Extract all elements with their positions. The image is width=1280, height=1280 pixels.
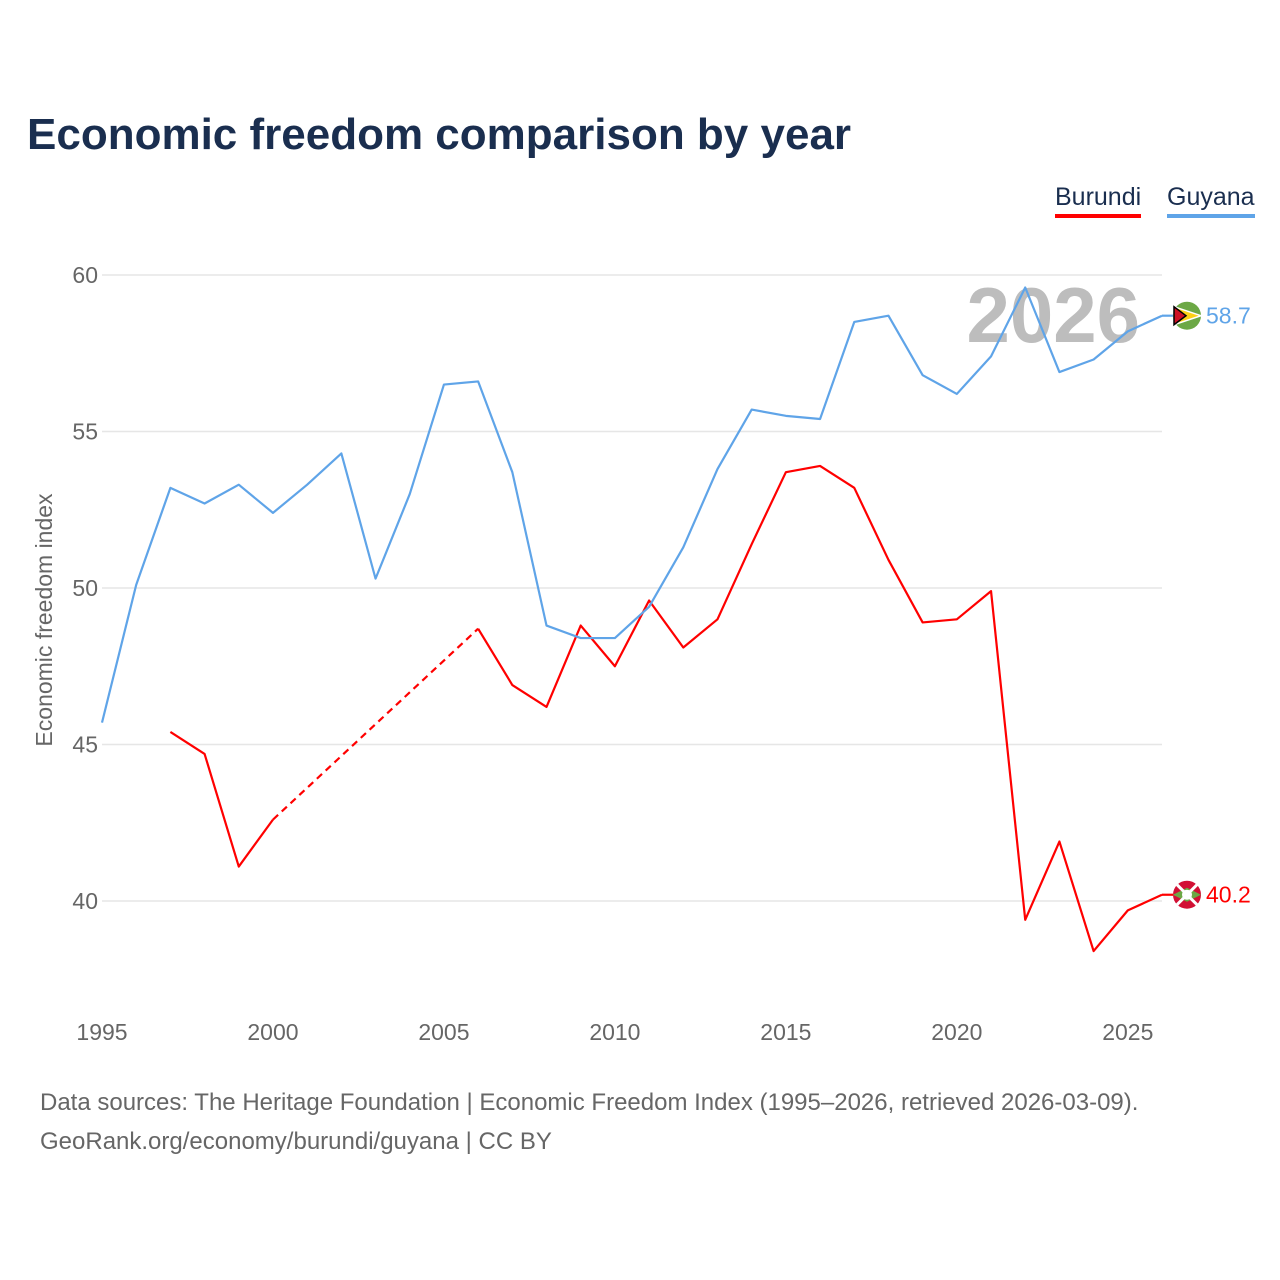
chart-title: Economic freedom comparison by year [27, 110, 852, 159]
year-watermark: 2026 [966, 271, 1140, 359]
x-tick-label: 2025 [1102, 1019, 1153, 1045]
attribution-note: GeoRank.org/economy/burundi/guyana | CC … [40, 1128, 552, 1155]
x-tick-label: 1995 [76, 1019, 127, 1045]
y-tick-label: 40 [72, 888, 98, 914]
legend-burundi[interactable]: Burundi [1055, 183, 1142, 218]
y-tick-label: 45 [72, 732, 98, 758]
series-gap-line [272, 627, 479, 821]
x-tick-label: 2000 [247, 1019, 298, 1045]
y-tick-label: 55 [72, 419, 98, 445]
flag-disc [1182, 889, 1192, 900]
y-tick-label: 50 [72, 575, 98, 601]
series-line-burundi [477, 464, 1163, 953]
x-tick-label: 2015 [760, 1019, 811, 1045]
end-value-label: 40.2 [1206, 882, 1251, 908]
source-note: Data sources: The Heritage Foundation | … [40, 1089, 1139, 1116]
series-line-guyana [100, 286, 1163, 723]
flag-triangle [1173, 305, 1188, 327]
end-value-label: 58.7 [1206, 303, 1251, 329]
x-tick-label: 2010 [589, 1019, 640, 1045]
x-tick-label: 2020 [931, 1019, 982, 1045]
legend-guyana[interactable]: Guyana [1167, 183, 1255, 218]
x-tick-label: 2005 [418, 1019, 469, 1045]
y-tick-label: 60 [72, 262, 98, 288]
y-axis-label: Economic freedom index [31, 493, 57, 747]
series-line-burundi [169, 731, 274, 868]
